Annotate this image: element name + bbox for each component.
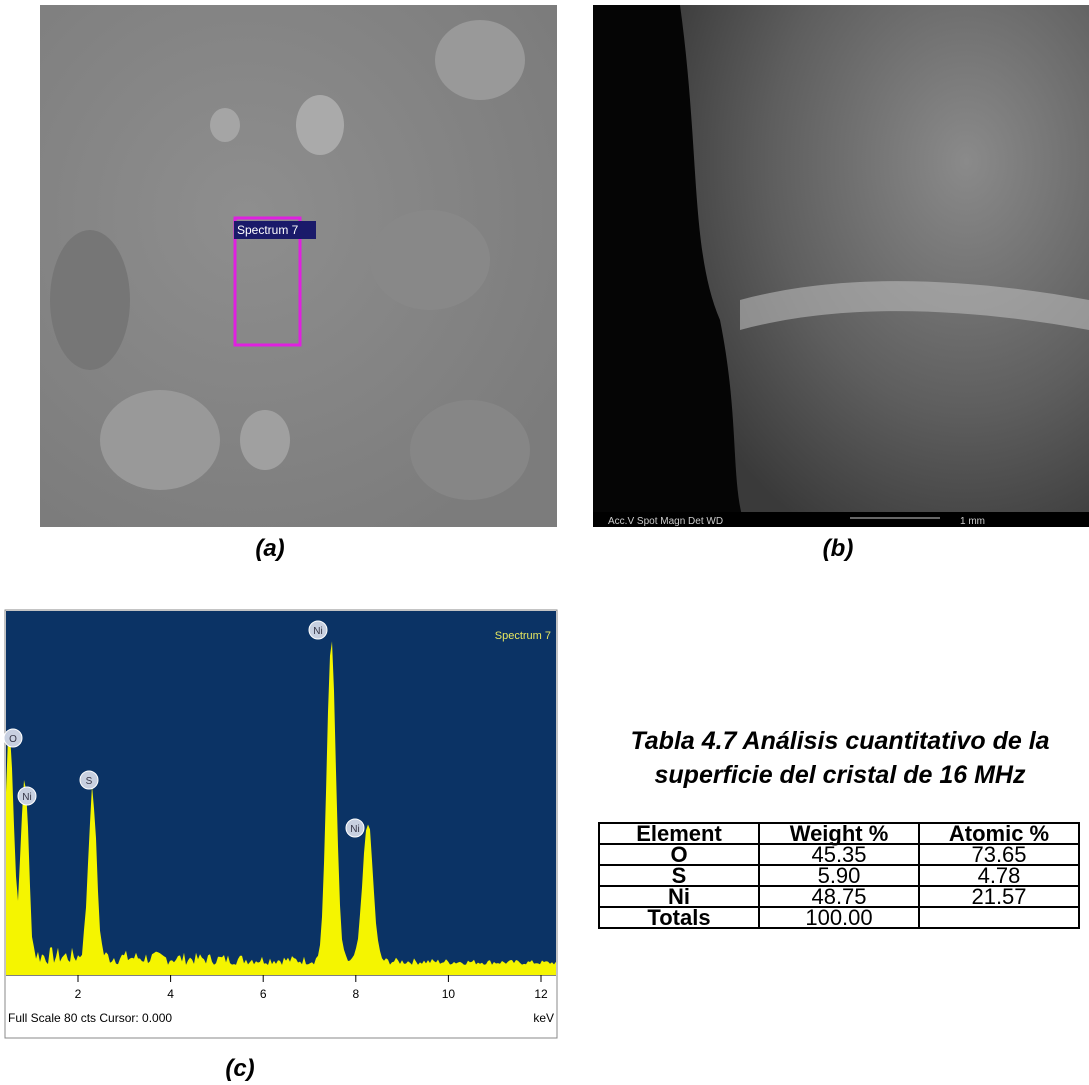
table-cell: 48.75: [758, 885, 920, 908]
peak-marker: [79, 770, 99, 790]
table-cell: Ni: [598, 885, 760, 908]
peak-label: S: [86, 776, 93, 787]
table-cell: 21.57: [918, 885, 1080, 908]
table-row: S 5.90 4.78: [598, 864, 1080, 887]
table-cell: Atomic %: [918, 822, 1080, 845]
caption: Tabla 4.7 Análisis cuantitativo de la: [630, 727, 1049, 755]
spectrum-footer: Full Scale 80 cts Cursor: 0.000: [8, 1011, 172, 1025]
table-row: Element Weight % Atomic %: [598, 822, 1080, 845]
peak-label: Ni: [313, 626, 322, 637]
x-tick-label: 8: [352, 987, 359, 1001]
table-row: O 45.35 73.65: [598, 843, 1080, 866]
peak-label: O: [9, 734, 17, 745]
panel-label: (c): [225, 1055, 254, 1082]
table-row: Totals 100.00: [598, 906, 1080, 929]
spectrum: Spectrum 7 Full Scale 80 cts Cursor: 0.0…: [3, 609, 558, 1039]
table-cell: S: [598, 864, 760, 887]
x-tick-label: 6: [260, 987, 267, 1001]
table-cell: Weight %: [758, 822, 920, 845]
data-table: Element Weight % Atomic % O 45.35 73.65 S 5.90 4…: [598, 822, 1080, 929]
sem-image-a: Spectrum 7: [40, 5, 557, 527]
table-cell: [918, 906, 1080, 929]
table-cell: 73.65: [918, 843, 1080, 866]
table-cell: Totals: [598, 906, 760, 929]
table-cell: 100.00: [758, 906, 920, 929]
table-cell: 5.90: [758, 864, 920, 887]
table-cell: 45.35: [758, 843, 920, 866]
sem-image-b: Acc.V Spot Magn Det WD 1 mm: [593, 5, 1089, 527]
x-tick-label: 12: [534, 987, 548, 1001]
roi-label: Spectrum 7: [237, 223, 299, 237]
peak-marker: [17, 786, 37, 806]
table-cell: O: [598, 843, 760, 866]
spectrum-title: Spectrum 7: [495, 630, 551, 642]
x-tick-label: 2: [75, 987, 82, 1001]
peak-label: Ni: [22, 792, 31, 803]
peak-marker: [3, 728, 23, 748]
table-cell: Element: [598, 822, 760, 845]
panel-label: (b): [823, 535, 854, 562]
peak-marker: [308, 620, 328, 640]
caption: superficie del cristal de 16 MHz: [655, 761, 1026, 789]
peak-label: Ni: [350, 824, 359, 835]
table-cell: 4.78: [918, 864, 1080, 887]
scale-label: 1 mm: [960, 516, 985, 527]
table-row: Ni 48.75 21.57: [598, 885, 1080, 908]
x-tick-label: 4: [167, 987, 174, 1001]
spectrum-unit: keV: [533, 1011, 554, 1025]
peak-marker: [345, 818, 365, 838]
sem-footer: Acc.V Spot Magn Det WD: [608, 516, 723, 527]
panel-label: (a): [255, 535, 284, 562]
x-tick-label: 10: [442, 987, 456, 1001]
